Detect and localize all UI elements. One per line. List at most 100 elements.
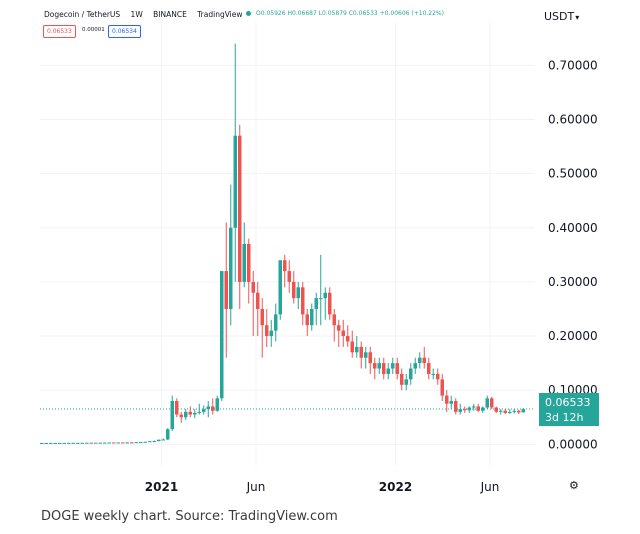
candle (58, 442, 62, 444)
candle-body (107, 442, 111, 444)
x-axis[interactable]: 2021 Jun 2022 Jun (145, 480, 500, 494)
y-axis[interactable]: 0.70000 0.60000 0.50000 0.40000 0.30000 0.200… (548, 58, 598, 451)
candle-body (373, 363, 377, 369)
candle (449, 395, 453, 410)
candle (400, 368, 404, 391)
candle-body (161, 439, 165, 441)
candle-body (242, 244, 246, 282)
symbol-name[interactable]: Dogecoin / TetherUS (44, 10, 121, 19)
candle-body (220, 271, 224, 399)
currency-selector[interactable]: USDT▾ (544, 10, 579, 23)
candle-body (350, 341, 354, 353)
candle-body (85, 442, 89, 444)
candle-body (121, 442, 125, 444)
candle (355, 336, 359, 358)
candle (49, 442, 53, 444)
candle-body (80, 442, 84, 444)
candle-body (440, 379, 444, 396)
candle (512, 409, 516, 414)
exchange-label: BINANCE (153, 10, 187, 19)
candle (103, 442, 107, 444)
candle (67, 442, 71, 444)
candle-body (256, 292, 260, 309)
x-tick-label: 2022 (379, 480, 412, 494)
candle-body (341, 330, 345, 337)
candle (71, 442, 75, 444)
candle-body (62, 442, 66, 444)
candle (274, 303, 278, 342)
sell-button[interactable]: 0.06533 (43, 25, 76, 38)
chart-caption: DOGE weekly chart. Source: TradingView.c… (41, 509, 338, 524)
candle-body (274, 314, 278, 331)
candle-body (112, 442, 116, 444)
buy-button[interactable]: 0.06534 (108, 25, 141, 38)
candle (265, 308, 269, 347)
source-label: TradingView (197, 10, 243, 19)
candle (337, 319, 341, 347)
candle (296, 281, 300, 309)
candle (305, 308, 309, 337)
candle-body (157, 439, 161, 442)
candle (278, 260, 282, 320)
interval-label[interactable]: 1W (130, 10, 143, 19)
candle-body (400, 373, 404, 385)
candle-body (404, 379, 408, 385)
candle (350, 330, 354, 358)
candle (224, 222, 228, 358)
candle-body (238, 135, 242, 282)
candle-body (148, 441, 152, 443)
candle-body (355, 346, 359, 353)
candle-body (413, 363, 417, 369)
candle (364, 346, 368, 369)
candle-body (292, 281, 296, 299)
y-tick-label: 0.50000 (548, 167, 598, 181)
chart-header: Dogecoin / TetherUS 1W BINANCE TradingVi… (44, 10, 243, 19)
candle-body (332, 314, 336, 326)
candle-body (395, 363, 399, 374)
candle-body (503, 410, 507, 413)
candle (391, 357, 395, 374)
candle (454, 398, 458, 415)
candle (427, 357, 431, 380)
candle-body (202, 409, 206, 412)
price-badge-countdown: 3d 12h (545, 411, 584, 424)
candle (494, 406, 498, 413)
ohlc-values: O0.05926 H0.06687 L0.05879 C0.06533 +0.0… (256, 10, 444, 17)
candle (121, 442, 125, 444)
spread-value: 0.00001 (81, 25, 106, 36)
candle-body (301, 287, 305, 315)
candle (517, 409, 521, 415)
candle-body (188, 411, 192, 415)
candle (256, 281, 260, 337)
currency-label: USDT (544, 10, 575, 23)
candle (409, 363, 413, 385)
candle (247, 238, 251, 304)
candle (323, 287, 327, 320)
candle-body (359, 346, 363, 358)
candle (310, 303, 314, 331)
candle (166, 428, 170, 441)
candle (283, 254, 287, 288)
gear-icon[interactable]: ⚙ (569, 479, 579, 492)
candle-body (224, 271, 228, 309)
candle-body (346, 336, 350, 342)
x-tick-label: Jun (480, 480, 500, 494)
candle-body (305, 314, 309, 326)
candle-body (71, 442, 75, 444)
candle-body (296, 287, 300, 299)
candle (269, 319, 273, 347)
candle (373, 357, 377, 380)
candle (467, 406, 471, 413)
candle (116, 442, 120, 444)
candle-body (494, 407, 498, 412)
candle (292, 271, 296, 304)
candle-body (175, 401, 179, 415)
candle-body (98, 442, 102, 444)
candle-body (517, 410, 521, 413)
candle (179, 411, 183, 423)
candle-body (247, 244, 251, 282)
candle (220, 271, 224, 402)
candle-body (436, 373, 440, 380)
candle-body (143, 441, 147, 443)
